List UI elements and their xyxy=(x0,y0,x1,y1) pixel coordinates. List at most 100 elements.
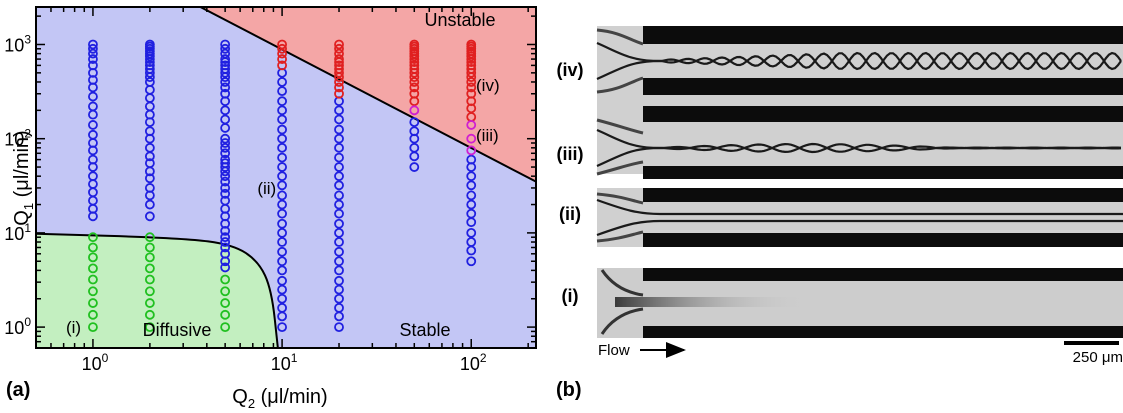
data-point xyxy=(88,242,98,253)
data-point xyxy=(277,190,287,201)
channel-wall-bottom xyxy=(643,326,1123,338)
x-tick-label: 101 xyxy=(271,351,298,374)
diffuse-stream xyxy=(615,297,805,307)
micrograph-row: (i) xyxy=(562,268,1123,338)
micrograph-row: (ii) xyxy=(559,188,1123,247)
data-point xyxy=(88,91,98,102)
data-point xyxy=(88,286,98,297)
data-point xyxy=(277,199,287,210)
data-point xyxy=(466,133,477,144)
data-point xyxy=(277,180,287,191)
data-point xyxy=(277,43,287,54)
data-point xyxy=(88,60,98,71)
data-point xyxy=(334,227,344,238)
data-point xyxy=(277,171,287,182)
data-point xyxy=(220,48,231,59)
data-point xyxy=(144,274,155,285)
data-point xyxy=(466,120,477,130)
data-point xyxy=(144,286,155,297)
data-point xyxy=(334,77,344,87)
data-point xyxy=(220,114,231,125)
data-point xyxy=(277,322,287,333)
data-point xyxy=(220,195,231,206)
data-point xyxy=(466,64,477,74)
channel-wall-top xyxy=(643,26,1123,44)
data-point xyxy=(88,274,98,285)
data-point xyxy=(277,54,287,64)
micrograph-row: (iii) xyxy=(557,106,1123,179)
data-point xyxy=(277,218,287,229)
data-point xyxy=(409,105,420,116)
data-point xyxy=(277,162,287,172)
data-point xyxy=(220,43,231,54)
data-point xyxy=(409,60,420,71)
row-label: (iii) xyxy=(557,144,584,164)
data-point xyxy=(277,265,287,276)
data-point xyxy=(277,152,287,163)
data-point xyxy=(334,43,344,54)
data-point xyxy=(334,60,344,71)
data-point xyxy=(334,124,344,135)
data-point xyxy=(220,298,231,308)
data-point xyxy=(220,232,231,243)
data-point xyxy=(277,208,287,219)
data-point xyxy=(277,77,287,87)
data-point xyxy=(277,256,287,267)
data-point xyxy=(88,309,98,320)
data-point xyxy=(220,77,231,87)
data-point xyxy=(409,64,420,74)
data-point xyxy=(220,148,231,159)
data-point xyxy=(466,190,477,201)
annotations: (i) (ii) (iii) (iv) xyxy=(66,76,500,337)
data-point xyxy=(144,183,155,193)
data-point xyxy=(334,322,344,333)
data-point xyxy=(277,48,287,59)
y-tick-label: 102 xyxy=(4,127,31,150)
data-point xyxy=(409,162,420,172)
scale-bar-label: 250 μm xyxy=(1073,349,1123,366)
data-point xyxy=(88,298,98,308)
data-point xyxy=(88,129,98,140)
data-point xyxy=(334,246,344,257)
data-point xyxy=(144,199,155,210)
data-point xyxy=(334,190,344,201)
data-point xyxy=(277,142,287,153)
y-axis-label: Q1 (μl/min) xyxy=(11,130,36,225)
axis-tick-labels: 100 101 102 100 101 102 103 xyxy=(4,32,487,374)
data-point xyxy=(334,54,344,64)
data-point xyxy=(220,133,231,144)
data-point xyxy=(88,232,98,243)
x-axis-label: Q2 (μl/min) xyxy=(232,386,327,411)
data-point xyxy=(220,158,231,169)
data-point xyxy=(88,171,98,182)
data-point xyxy=(334,105,344,116)
data-point xyxy=(88,39,98,50)
data-point xyxy=(277,124,287,135)
data-point xyxy=(409,77,420,87)
data-point xyxy=(334,180,344,191)
inlet-wall-bottom xyxy=(596,76,644,94)
channel-wall-bottom xyxy=(643,78,1123,95)
stream-interface xyxy=(596,142,1122,168)
data-point xyxy=(409,142,420,153)
data-point xyxy=(466,180,477,191)
data-point xyxy=(277,105,287,116)
annotation-label: (iv) xyxy=(476,76,500,95)
data-point xyxy=(277,302,287,313)
data-point xyxy=(334,82,344,93)
data-point xyxy=(220,286,231,297)
data-point xyxy=(220,176,231,187)
data-point xyxy=(409,126,420,137)
data-point xyxy=(334,237,344,247)
phase-diagram: 100 101 102 100 101 102 103 Unstable Stable Di… xyxy=(4,6,537,411)
data-point xyxy=(220,171,231,182)
stream-interface xyxy=(596,51,1122,81)
data-point xyxy=(144,158,155,169)
data-point xyxy=(144,242,155,253)
data-point xyxy=(277,133,287,144)
data-point xyxy=(144,77,155,87)
data-point xyxy=(88,154,98,165)
data-point xyxy=(277,96,287,107)
channel-wall-top xyxy=(643,268,1123,281)
data-point xyxy=(466,39,477,50)
